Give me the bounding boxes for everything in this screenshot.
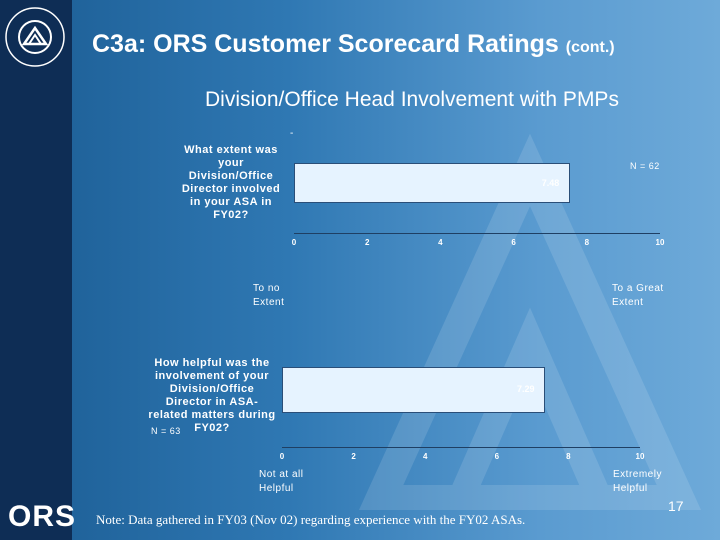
chart1-tick-label: 8 bbox=[584, 238, 590, 247]
chart1-tick-label: 4 bbox=[438, 238, 443, 247]
chart2-tick-label: 0 bbox=[279, 452, 285, 461]
footnote: Note: Data gathered in FY03 (Nov 02) reg… bbox=[96, 512, 526, 527]
chart2-bar bbox=[282, 367, 545, 413]
nih-logo bbox=[4, 6, 66, 68]
title-suffix: (cont.) bbox=[565, 39, 615, 56]
chart2-n-label: N = 63 bbox=[151, 426, 181, 436]
chart1-question: What extent was your Division/Office Dir… bbox=[181, 144, 281, 221]
chart1-tick-label: 2 bbox=[364, 238, 370, 247]
chart2-tick-label: 2 bbox=[351, 452, 356, 461]
ors-logo: ORS bbox=[8, 500, 77, 533]
dash-mark: - bbox=[290, 128, 294, 139]
chart1-x-axis bbox=[294, 233, 660, 234]
chart2-tick-label: 4 bbox=[422, 452, 428, 461]
chart2-tick-label: 10 bbox=[635, 452, 645, 461]
chart2-low-anchor: Not at all Helpful bbox=[259, 469, 304, 494]
chart2-high-anchor: Extremely Helpful bbox=[613, 469, 662, 494]
sidebar: ORS bbox=[0, 0, 75, 540]
chart2-value-label: 7.29 bbox=[516, 384, 535, 394]
chart2-tick-label: 8 bbox=[566, 452, 571, 461]
watermark-icon bbox=[358, 133, 702, 510]
slide-title: C3a: ORS Customer Scorecard Ratings (con… bbox=[92, 30, 615, 59]
nih-logo-icon bbox=[5, 7, 65, 67]
chart2-tick-label: 6 bbox=[494, 452, 500, 461]
chart1-bar bbox=[294, 163, 570, 203]
chart1-value-label: 7.48 bbox=[541, 178, 560, 188]
page-number: 17 bbox=[668, 498, 684, 514]
slide-subtitle: Division/Office Head Involvement with PM… bbox=[205, 88, 619, 111]
chart1-high-anchor: To a Great Extent bbox=[612, 283, 664, 308]
chart1-tick-label: 10 bbox=[655, 238, 665, 247]
chart2-question: How helpful was the involvement of your … bbox=[148, 357, 276, 434]
chart1-n-label: N = 62 bbox=[630, 161, 660, 171]
chart2-x-axis bbox=[282, 447, 640, 448]
chart1-low-anchor: To no Extent bbox=[253, 283, 285, 308]
title-main: C3a: ORS Customer Scorecard Ratings bbox=[92, 30, 559, 58]
chart1-tick-label: 6 bbox=[511, 238, 516, 247]
chart1-tick-label: 0 bbox=[291, 238, 297, 247]
